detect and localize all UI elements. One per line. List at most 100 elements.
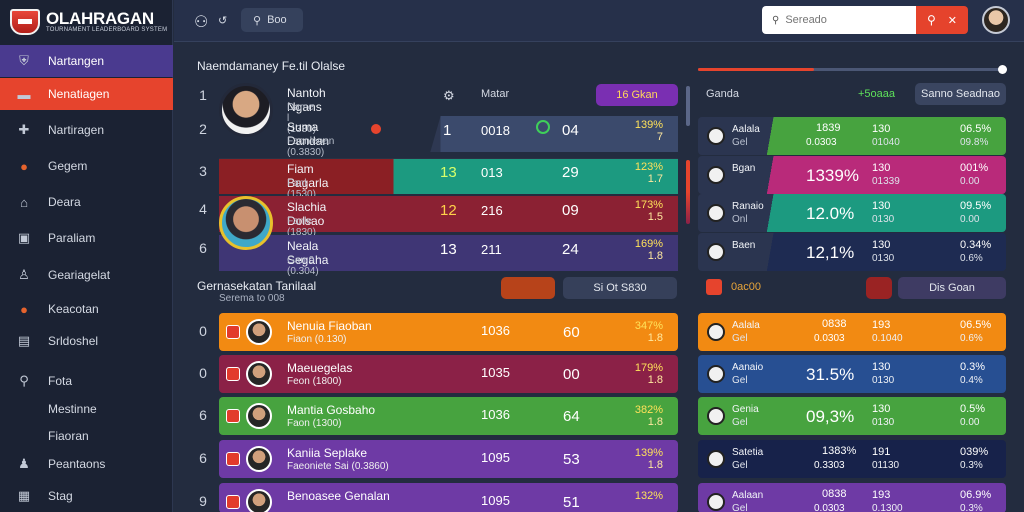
column-right-label: Ganda xyxy=(706,88,740,100)
sidebar-item-label: Srldoshel xyxy=(48,334,99,348)
sidebar-item-12[interactable]: ♟ Peantaons xyxy=(0,448,173,480)
card-percent: 001% xyxy=(960,162,989,174)
user-search-icon[interactable]: ⚇ xyxy=(194,14,209,31)
card-secondary: 193 xyxy=(872,319,891,331)
stat-card[interactable] xyxy=(698,117,1006,155)
sidebar-item-2[interactable]: ✚ Nartiragen xyxy=(0,114,173,146)
stat-percent-sub: 1.5 xyxy=(647,211,663,223)
stat-card[interactable] xyxy=(698,397,1006,435)
card-name: Aalala xyxy=(732,320,760,331)
rank-number: 0 xyxy=(199,365,207,381)
sidebar-item-4[interactable]: ⌂ Deara xyxy=(0,186,173,218)
stat-games: 29 xyxy=(562,164,579,181)
rank-number: 6 xyxy=(199,450,207,466)
chip-far[interactable]: Dis Goan xyxy=(898,277,1006,299)
app-title: OLAHRAGAN xyxy=(46,9,154,28)
stat-card[interactable] xyxy=(698,440,1006,478)
card-primary-sub: 0.3303 xyxy=(814,460,845,471)
table-row[interactable] xyxy=(219,313,678,351)
card-meta: Onl xyxy=(732,214,748,225)
rank-number: 1 xyxy=(199,87,207,103)
team-crest-icon xyxy=(707,243,725,261)
player-photo[interactable] xyxy=(246,361,272,387)
search-input[interactable] xyxy=(785,14,906,26)
sidebar-item-9[interactable]: ⚲ Fota xyxy=(0,365,173,397)
record-button[interactable] xyxy=(866,277,892,299)
player-photo[interactable] xyxy=(219,196,273,250)
search-box: ⚲ xyxy=(762,6,916,34)
section-title-top: Naemdamaney Fe.til Olalse xyxy=(197,59,346,73)
card-primary: 0838 xyxy=(822,488,847,500)
stat-goals: 12 xyxy=(440,202,457,219)
sidebar-item-13[interactable]: ▦ Stag xyxy=(0,480,173,512)
search-button[interactable]: ⚲ ✕ xyxy=(916,6,968,34)
sidebar-item-5[interactable]: ▣ Paraliam xyxy=(0,222,173,254)
stat-card[interactable] xyxy=(698,483,1006,512)
close-icon[interactable]: ✕ xyxy=(947,14,957,27)
top-bar: ⚇ ↺ ⚲ Boo ⚲ ⚲ ✕ xyxy=(174,0,1024,42)
search-icon: ⚲ xyxy=(926,13,936,27)
settings-icon[interactable]: ⚙ xyxy=(443,88,455,103)
player-photo[interactable] xyxy=(246,403,272,429)
team-crest-icon xyxy=(707,493,725,511)
stat-games: 00 xyxy=(563,366,580,383)
stat-points: 1095 xyxy=(481,493,510,508)
stat-percent: 382% xyxy=(634,404,663,416)
rank-number: 9 xyxy=(199,493,207,509)
avatar[interactable] xyxy=(982,6,1010,34)
card-name: Satetia xyxy=(732,447,764,458)
chip-middle[interactable]: Si Ot S830 xyxy=(563,277,677,299)
sidebar-item-7[interactable]: ● Keacotan xyxy=(0,293,173,325)
stat-card[interactable] xyxy=(698,355,1006,393)
player-meta: Fiaon (0.130) xyxy=(287,334,347,345)
progress-track xyxy=(698,68,1003,71)
card-secondary: 130 xyxy=(872,361,891,373)
refresh-icon[interactable]: ↺ xyxy=(218,15,228,27)
card-primary: 1839 xyxy=(816,122,841,134)
card-percent: 0.3% xyxy=(960,361,986,373)
card-secondary: 130 xyxy=(872,403,891,415)
stat-percent: 139% xyxy=(634,447,663,459)
table-row[interactable] xyxy=(219,397,678,435)
sidebar-item-3[interactable]: ● Gegem xyxy=(0,150,173,182)
stat-games: 64 xyxy=(563,408,580,425)
sidebar-item-label: Keacotan xyxy=(48,302,99,316)
player-photo[interactable] xyxy=(246,446,272,472)
sidebar-item-label: Deara xyxy=(48,195,81,209)
stat-games: 53 xyxy=(563,451,580,468)
sidebar-item-10[interactable]: Mestinne xyxy=(0,393,173,425)
chip-orange[interactable] xyxy=(501,277,555,299)
stat-card[interactable] xyxy=(698,194,1006,232)
users-icon: ✚ xyxy=(18,122,30,137)
stat-card[interactable] xyxy=(698,313,1006,351)
table-row[interactable] xyxy=(219,355,678,393)
player-name: Neala Segaha xyxy=(287,239,329,267)
stat-card[interactable] xyxy=(698,156,1006,194)
scrollbar-lower[interactable] xyxy=(686,160,690,224)
card-name: Ranaio xyxy=(732,201,764,212)
sidebar-item-1[interactable]: ▬ Nenatiagen xyxy=(0,78,173,110)
filter-pill[interactable]: ⚲ Boo xyxy=(241,8,303,32)
sidebar-item-0[interactable]: ⛨ Nartangen xyxy=(0,45,173,77)
filter-pill-label: Boo xyxy=(267,14,287,26)
table-row[interactable] xyxy=(219,483,678,512)
card-secondary-sub: 0.1040 xyxy=(872,333,903,344)
chip-sanno[interactable]: Sanno Seadnao xyxy=(915,83,1006,105)
person-icon: ♟ xyxy=(18,456,30,471)
chip-gold[interactable]: 16 Gkan xyxy=(596,84,678,106)
progress-handle[interactable] xyxy=(998,65,1007,74)
sidebar-item-label: Nartangen xyxy=(48,54,105,68)
table-row[interactable] xyxy=(219,440,678,478)
player-photo[interactable] xyxy=(219,83,273,137)
sidebar-item-11[interactable]: Fiaoran xyxy=(0,420,173,452)
player-photo[interactable] xyxy=(246,489,272,512)
scrollbar-upper[interactable] xyxy=(686,86,690,126)
sidebar-item-8[interactable]: ▤ Srldoshel xyxy=(0,325,173,357)
card-secondary-sub: 01339 xyxy=(872,176,900,187)
sidebar-item-label: Nartiragen xyxy=(48,123,105,137)
sidebar-item-6[interactable]: ♙ Geariagelat xyxy=(0,259,173,291)
stat-card[interactable] xyxy=(698,233,1006,271)
stat-percent: 169% xyxy=(634,238,663,250)
app-logo[interactable]: OLAHRAGAN TOURNAMENT LEADERBOARD SYSTEM xyxy=(10,6,170,38)
player-photo[interactable] xyxy=(246,319,272,345)
